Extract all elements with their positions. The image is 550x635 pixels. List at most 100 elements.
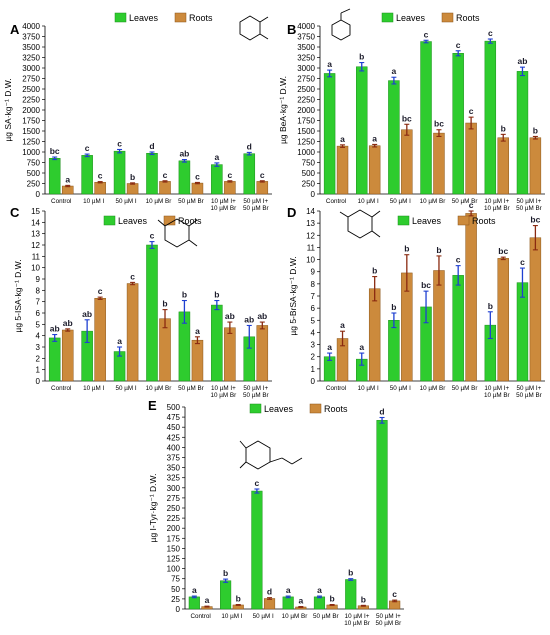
- significance-letter: c: [150, 231, 155, 241]
- significance-letter: bc: [421, 280, 431, 290]
- x-tick-label: 50 µM I+: [517, 385, 542, 392]
- significance-letter: a: [195, 326, 200, 336]
- y-tick-label: 3000: [22, 64, 40, 73]
- legend-label-leaves: Leaves: [118, 216, 148, 226]
- significance-letter: ab: [179, 149, 189, 159]
- bar-leaves: [243, 153, 256, 195]
- panel-label-a: A: [10, 22, 20, 37]
- y-tick-label: 450: [167, 423, 181, 432]
- x-tick-label: 10 µM Br: [282, 613, 308, 620]
- y-tick-label: 6: [36, 309, 41, 318]
- significance-letter: a: [214, 152, 219, 162]
- panel-label-b: B: [287, 22, 296, 37]
- y-tick-label: 0: [176, 605, 181, 614]
- y-axis-label: µg 5-ISA·kg⁻¹ D.W.: [13, 259, 23, 332]
- bar-roots: [497, 137, 509, 195]
- y-tick-label: 5: [36, 320, 41, 329]
- x-tick-label: 50 µM I: [390, 385, 411, 392]
- bar-roots: [61, 329, 74, 382]
- significance-letter: b: [130, 172, 135, 182]
- significance-letter: c: [456, 40, 461, 50]
- significance-letter: a: [286, 585, 291, 595]
- y-tick-label: 175: [167, 534, 181, 543]
- x-tick-label: 50 µM Br: [516, 392, 542, 399]
- significance-letter: b: [330, 594, 335, 604]
- significance-letter: d: [379, 407, 384, 417]
- significance-letter: c: [424, 29, 429, 39]
- y-tick-label: 14: [306, 207, 315, 216]
- x-tick-label: 50 µM I+: [243, 385, 268, 392]
- significance-letter: c: [255, 478, 260, 488]
- benzoic-acid-structure-icon: [331, 8, 351, 41]
- y-tick-label: 3750: [22, 33, 40, 42]
- significance-letter: bc: [530, 215, 540, 225]
- x-tick-label: Control: [51, 385, 71, 392]
- y-tick-label: 11: [307, 243, 316, 252]
- legend-label-leaves: Leaves: [412, 216, 442, 226]
- significance-letter: a: [205, 595, 210, 605]
- bar-roots: [368, 145, 381, 195]
- significance-letter: c: [117, 138, 122, 148]
- bar-leaves: [345, 579, 357, 610]
- y-tick-label: 750: [302, 159, 316, 168]
- y-tick-label: 9: [311, 268, 316, 277]
- bar-roots: [433, 270, 445, 382]
- y-tick-label: 1250: [22, 138, 40, 147]
- x-tick-label: 50 µM Br: [178, 385, 204, 392]
- panel-label-d: D: [287, 205, 296, 220]
- significance-letter: ab: [225, 311, 235, 321]
- bar-roots: [465, 122, 477, 195]
- y-tick-label: 25: [171, 595, 180, 604]
- x-tick-label: 10 µM Br: [146, 385, 172, 392]
- y-tick-label: 2: [36, 354, 41, 363]
- legend-swatch-leaves: [381, 12, 394, 23]
- y-tick-label: 3: [311, 341, 316, 350]
- x-tick-label: 50 µM I+: [243, 198, 268, 205]
- bar-roots: [529, 237, 542, 382]
- y-tick-label: 2750: [297, 75, 315, 84]
- significance-letter: c: [130, 271, 135, 281]
- legend-label-leaves: Leaves: [396, 13, 426, 23]
- x-tick-label: 10 µM I+: [211, 385, 236, 392]
- significance-letter: d: [149, 141, 154, 151]
- legend-label-leaves: Leaves: [264, 404, 294, 414]
- significance-letter: b: [501, 123, 506, 133]
- x-tick-label: Control: [190, 613, 210, 620]
- bar-leaves: [146, 153, 158, 195]
- legend-swatch-roots: [441, 12, 454, 23]
- y-tick-label: 400: [167, 443, 181, 452]
- y-tick-label: 6: [311, 304, 316, 313]
- significance-letter: ab: [63, 318, 73, 328]
- x-tick-label: 10 µM I: [83, 385, 104, 392]
- significance-letter: b: [436, 245, 441, 255]
- x-tick-label: 50 µM I+: [376, 613, 401, 620]
- significance-letter: a: [340, 320, 345, 330]
- y-tick-label: 4: [36, 332, 41, 341]
- significance-letter: d: [267, 587, 272, 597]
- bar-leaves: [452, 275, 464, 382]
- bar-roots: [61, 185, 74, 195]
- x-tick-label: 50 µM Br: [178, 198, 204, 205]
- significance-letter: c: [228, 170, 233, 180]
- y-tick-label: 325: [167, 474, 181, 483]
- x-tick-label: 50 µM I+: [517, 198, 542, 205]
- significance-letter: a: [117, 336, 122, 346]
- significance-letter: b: [391, 302, 396, 312]
- legend: Leaves Roots: [114, 12, 213, 23]
- significance-letter: c: [98, 286, 103, 296]
- legend-label-roots: Roots: [189, 13, 213, 23]
- y-tick-label: 5: [311, 316, 316, 325]
- significance-letter: b: [404, 244, 409, 254]
- x-tick-label: 50 µM Br: [516, 205, 542, 212]
- bar-leaves: [188, 596, 200, 610]
- y-tick-label: 4: [311, 328, 316, 337]
- y-tick-label: 0: [311, 190, 316, 199]
- bar-leaves: [48, 158, 61, 195]
- y-tick-label: 14: [31, 218, 40, 227]
- x-tick-label: 50 µM I: [253, 613, 274, 620]
- bar-roots: [94, 298, 106, 382]
- y-tick-label: 1: [36, 366, 41, 375]
- y-tick-label: 2000: [22, 106, 40, 115]
- bar-leaves: [48, 337, 61, 382]
